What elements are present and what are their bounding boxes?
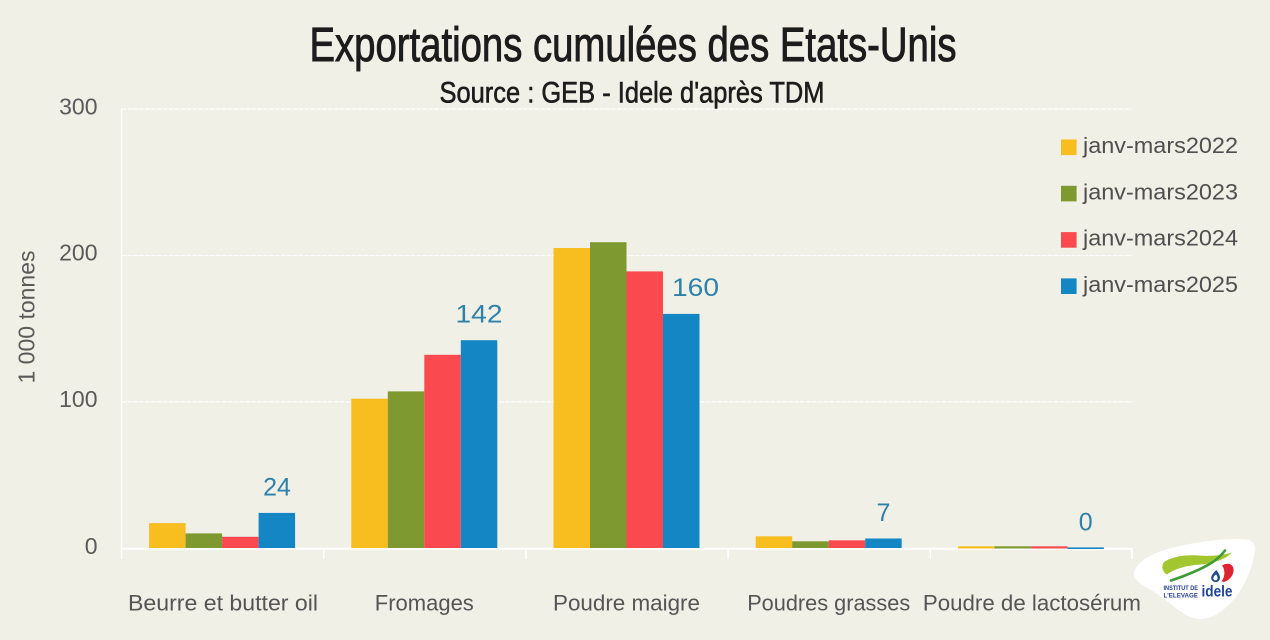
svg-text:idele: idele: [1202, 584, 1233, 601]
svg-text:Poudres grasses: Poudres grasses: [747, 591, 910, 616]
svg-text:7: 7: [877, 499, 891, 527]
svg-text:janv-mars2022: janv-mars2022: [1082, 133, 1238, 158]
svg-text:janv-mars2025: janv-mars2025: [1082, 272, 1238, 297]
svg-text:24: 24: [263, 474, 291, 502]
svg-text:Source : GEB - Idele d'après T: Source : GEB - Idele d'après TDM: [440, 77, 825, 110]
svg-text:200: 200: [59, 240, 97, 266]
svg-text:142: 142: [456, 301, 503, 329]
svg-text:0: 0: [1079, 509, 1093, 537]
svg-text:Beurre et butter oil: Beurre et butter oil: [128, 591, 318, 616]
svg-text:Exportations cumulées des Etat: Exportations cumulées des Etats-Unis: [310, 19, 957, 72]
svg-text:1 000 tonnes: 1 000 tonnes: [14, 250, 40, 383]
svg-text:100: 100: [59, 386, 97, 412]
svg-text:Fromages: Fromages: [375, 591, 474, 616]
svg-text:INSTITUT DE: INSTITUT DE: [1164, 585, 1199, 592]
svg-text:Poudre de lactosérum: Poudre de lactosérum: [923, 591, 1141, 616]
svg-text:0: 0: [85, 533, 98, 559]
svg-text:300: 300: [59, 93, 97, 119]
svg-text:janv-mars2024: janv-mars2024: [1082, 226, 1238, 251]
svg-text:160: 160: [672, 274, 719, 302]
svg-text:janv-mars2023: janv-mars2023: [1082, 179, 1238, 204]
svg-text:Poudre maigre: Poudre maigre: [553, 591, 700, 616]
svg-text:L'ELEVAGE: L'ELEVAGE: [1164, 593, 1199, 600]
